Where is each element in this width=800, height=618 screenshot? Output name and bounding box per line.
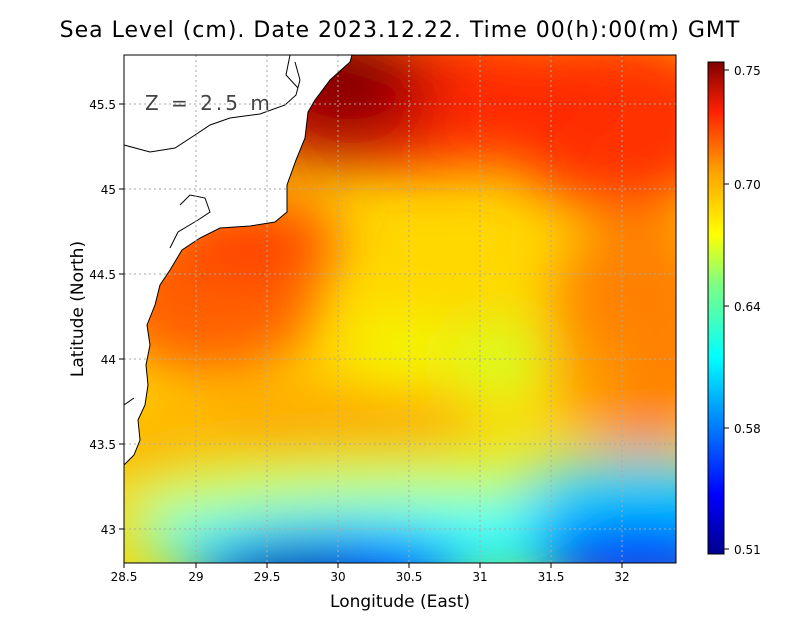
x-axis	[123, 563, 623, 568]
x-tick-label: 29	[188, 570, 203, 584]
x-axis-label: Longitude (East)	[330, 592, 470, 612]
x-tick-label: 32	[614, 570, 629, 584]
y-tick-label: 43.5	[89, 438, 116, 452]
grid	[124, 55, 676, 563]
colorbar	[707, 61, 725, 555]
land-mask	[124, 55, 352, 465]
y-tick-label: 45	[101, 183, 116, 197]
x-tick-label: 30	[330, 570, 345, 584]
y-axis-label: Latitude (North)	[68, 241, 88, 377]
colorbar-label: 0.51	[734, 543, 761, 557]
colorbar-label: 0.58	[734, 422, 761, 436]
colorbar-label: 0.70	[734, 178, 761, 192]
x-tick-label: 30.5	[396, 570, 423, 584]
colorbar-label: 0.75	[734, 64, 761, 78]
sea-level-field	[124, 55, 676, 563]
x-tick-label: 31	[472, 570, 487, 584]
colorbar-ticks	[724, 69, 729, 550]
depth-label: Z = 2.5 m	[145, 91, 273, 115]
y-tick-label: 44.5	[89, 268, 116, 282]
x-tick-label: 28.5	[111, 570, 138, 584]
chart-title: Sea Level (cm). Date 2023.12.22. Time 00…	[59, 18, 741, 43]
y-axis	[119, 103, 124, 530]
coastline	[124, 55, 353, 466]
x-tick-label: 31.5	[538, 570, 565, 584]
x-tick-label: 29.5	[254, 570, 281, 584]
y-tick-label: 44	[101, 353, 116, 367]
colorbar-label: 0.64	[734, 300, 761, 314]
plot-frame	[123, 54, 677, 564]
border-lines	[124, 55, 301, 406]
y-tick-label: 43	[101, 523, 116, 537]
y-tick-label: 45.5	[89, 98, 116, 112]
